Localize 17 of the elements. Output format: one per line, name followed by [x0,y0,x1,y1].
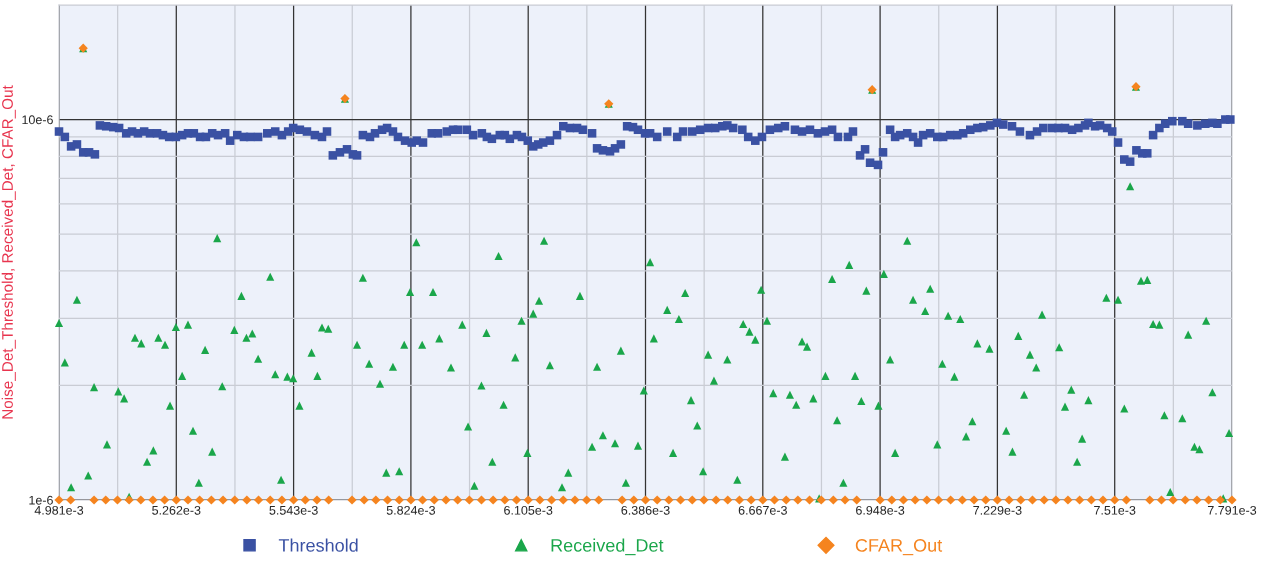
x-tick-label: 7.229e-3 [973,505,1022,515]
legend-label: Threshold [278,538,358,552]
x-tick-label: 6.386e-3 [621,505,670,515]
y-tick-label: 10e-6 [22,115,53,125]
legend-label: CFAR_Out [855,539,943,556]
x-tick-label: 6.948e-3 [856,505,905,515]
x-tick-label: 5.824e-3 [386,505,436,515]
x-tick-label: 5.543e-3 [269,505,318,515]
x-tick-label: 6.105e-3 [504,505,553,515]
x-tick-label: 7.51e-3 [1094,505,1136,515]
y-tick-label: 1e-6 [29,495,53,505]
x-tick-label: 4.981e-3 [34,505,84,515]
x-tick-label: 6.667e-3 [738,505,787,515]
x-tick-label: 7.791e-3 [1207,505,1257,515]
y-axis-title: Noise_Det_Threshold, Received_Det, CFAR_Out [1,85,16,419]
x-tick-label: 5.262e-3 [152,505,201,515]
legend-label: Received_Det [551,538,664,556]
